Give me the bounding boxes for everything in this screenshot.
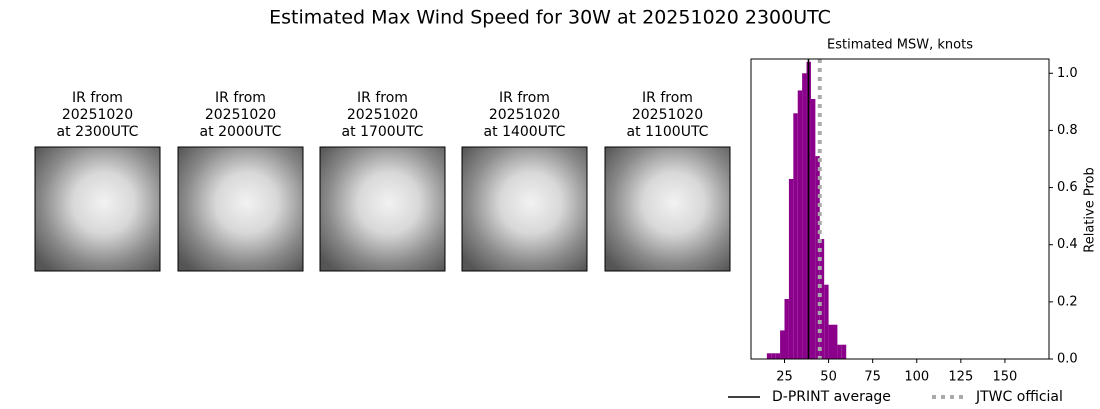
figure-title: Estimated Max Wind Speed for 30W at 2025… (269, 7, 831, 29)
y-tick-label: 0.6 (1057, 180, 1078, 195)
bar (819, 239, 825, 359)
bar (771, 353, 776, 359)
x-tick-label: 100 (904, 370, 929, 385)
panel-title: IR from (215, 90, 266, 106)
panel-title: IR from (357, 90, 408, 106)
bar (784, 299, 789, 359)
panel-title: at 2000UTC (200, 124, 282, 140)
panel-title: 20251020 (62, 107, 133, 123)
y-tick-label: 1.0 (1057, 66, 1078, 81)
bar (793, 113, 798, 360)
y-tick-label: 0.8 (1057, 123, 1078, 138)
legend-label: D-PRINT average (772, 389, 891, 405)
panel-title: at 1700UTC (342, 124, 424, 140)
ir-image (461, 146, 588, 272)
bar (815, 156, 820, 359)
bar (797, 90, 803, 359)
x-tick-label: 50 (820, 370, 837, 385)
bar (828, 324, 833, 359)
panel-title: 20251020 (347, 107, 418, 123)
ir-image (34, 146, 161, 272)
bar (810, 99, 816, 359)
panel-title: at 1100UTC (627, 124, 709, 140)
bar (837, 344, 842, 359)
x-tick-label: 25 (776, 370, 793, 385)
panel-title: 20251020 (205, 107, 276, 123)
bar (832, 324, 838, 359)
legend-label: JTWC official (975, 389, 1063, 405)
y-tick-label: 0.2 (1057, 294, 1078, 309)
y-tick-label: 0.0 (1057, 352, 1078, 367)
y-tick-label: 0.4 (1057, 237, 1078, 252)
y-axis-label: Relative Prob (1083, 167, 1098, 252)
panel-title: IR from (72, 90, 123, 106)
bar (824, 284, 829, 359)
panel-title: IR from (499, 90, 550, 106)
plot-frame (750, 58, 1050, 360)
x-tick-label: 150 (993, 370, 1018, 385)
chart-title: Estimated MSW, knots (827, 38, 973, 53)
ir-image (604, 146, 731, 272)
panel-title: IR from (642, 90, 693, 106)
x-tick-label: 125 (948, 370, 973, 385)
panel-title: 20251020 (489, 107, 560, 123)
bar (775, 353, 781, 359)
bar (788, 179, 794, 359)
ir-image (319, 146, 446, 272)
ir-image (177, 146, 304, 272)
panel-title: 20251020 (632, 107, 703, 123)
bar (766, 353, 772, 359)
x-tick-label: 75 (864, 370, 881, 385)
panel-title: at 2300UTC (57, 124, 139, 140)
bar (841, 344, 847, 359)
panel-title: at 1400UTC (484, 124, 566, 140)
bar (802, 73, 807, 360)
bar (780, 330, 785, 359)
